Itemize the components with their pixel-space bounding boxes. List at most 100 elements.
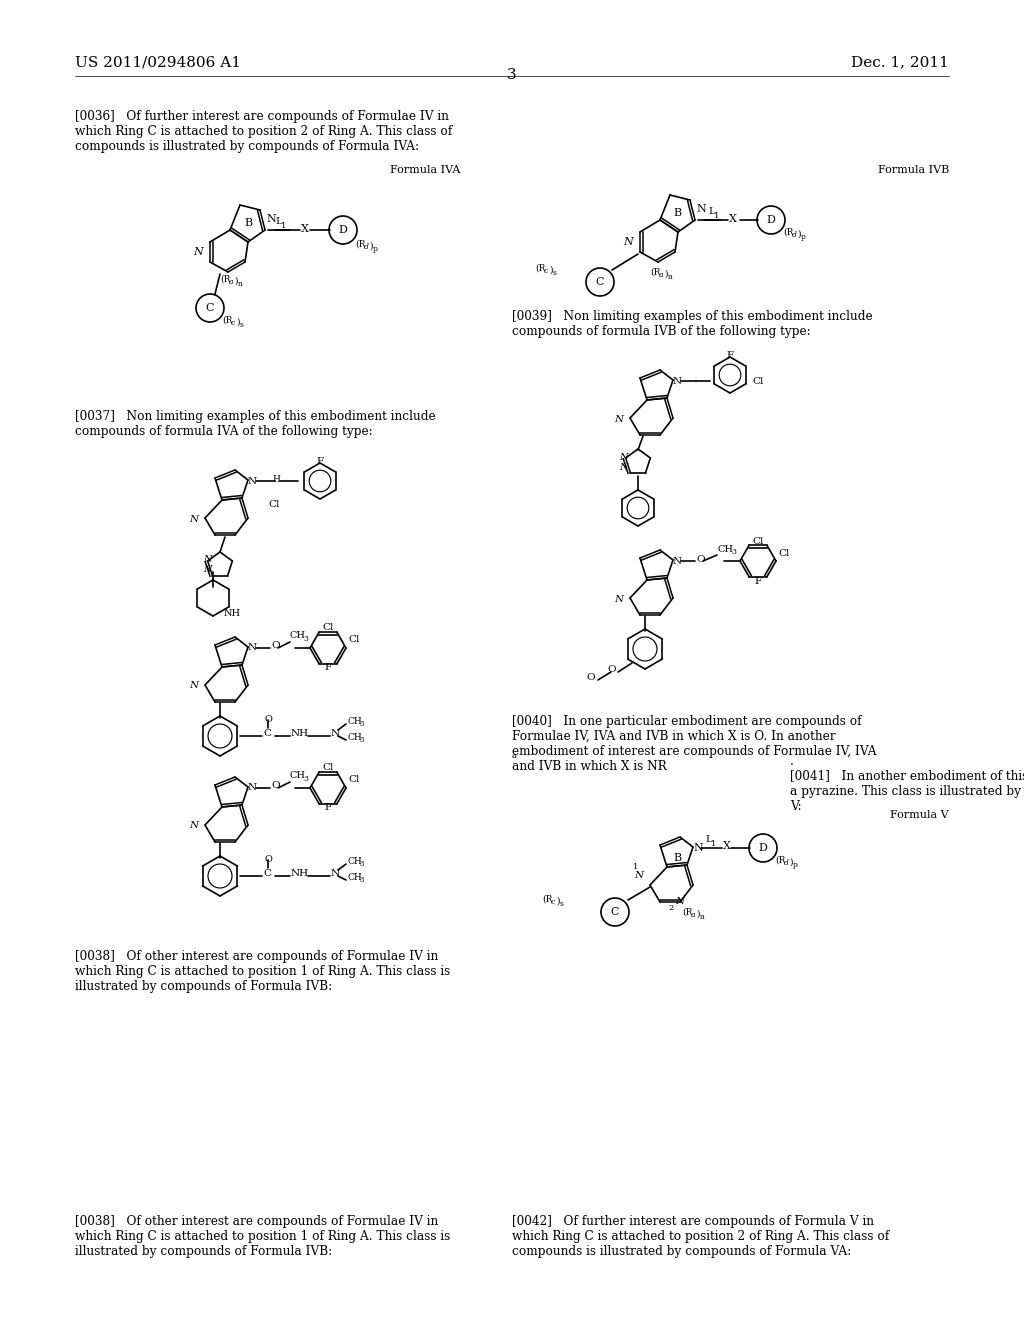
Text: C: C	[206, 304, 214, 313]
Text: Dec. 1, 2011: Dec. 1, 2011	[851, 55, 949, 69]
Text: ): )	[696, 909, 699, 919]
Text: Cl: Cl	[323, 763, 334, 772]
Text: F: F	[726, 351, 733, 360]
Text: c: c	[551, 898, 555, 906]
Text: C: C	[610, 907, 620, 917]
Text: C: C	[263, 869, 271, 878]
Text: Formula IVB: Formula IVB	[878, 165, 949, 176]
Text: (R: (R	[682, 908, 692, 917]
Text: Cl: Cl	[348, 635, 359, 644]
Text: N: N	[613, 414, 623, 424]
Text: ): )	[236, 318, 240, 327]
Text: B: B	[673, 209, 681, 218]
Text: NH: NH	[224, 609, 241, 618]
Text: N: N	[676, 896, 685, 906]
Text: c: c	[231, 319, 236, 327]
Text: 3: 3	[360, 861, 365, 869]
Text: N: N	[194, 247, 203, 257]
Text: NH: NH	[291, 729, 309, 738]
Text: .
[0041]   In another embodiment of this invention, Ring A is
a pyrazine. This c: . [0041] In another embodiment of this i…	[790, 755, 1024, 813]
Text: D: D	[339, 224, 347, 235]
Text: CH: CH	[347, 857, 361, 866]
Text: N: N	[188, 515, 198, 524]
Text: 3: 3	[360, 719, 365, 729]
Text: a: a	[229, 279, 233, 286]
Text: 1: 1	[633, 863, 638, 871]
Text: L: L	[275, 218, 282, 227]
Text: C: C	[596, 277, 604, 286]
Text: d: d	[364, 243, 369, 251]
Text: d: d	[784, 859, 788, 867]
Text: [0039]   Non limiting examples of this embodiment include
compounds of formula I: [0039] Non limiting examples of this emb…	[512, 310, 872, 338]
Text: ): )	[369, 242, 373, 251]
Text: F: F	[325, 804, 332, 813]
Text: F: F	[755, 577, 762, 586]
Text: Formula IVA: Formula IVA	[389, 165, 460, 176]
Text: 3: 3	[507, 69, 517, 82]
Text: ): )	[664, 271, 668, 279]
Text: O: O	[271, 781, 280, 791]
Text: 3: 3	[303, 775, 308, 783]
Text: L: L	[705, 836, 712, 845]
Text: CH: CH	[347, 873, 361, 882]
Text: (R: (R	[535, 264, 546, 273]
Text: ): )	[790, 858, 793, 867]
Text: O: O	[264, 854, 272, 863]
Text: O: O	[271, 642, 280, 651]
Text: D: D	[759, 843, 767, 853]
Text: n: n	[238, 280, 243, 288]
Text: O: O	[696, 554, 705, 564]
Text: X: X	[301, 224, 309, 234]
Text: B: B	[244, 218, 252, 228]
Text: a: a	[512, 752, 517, 760]
Text: 1: 1	[711, 840, 717, 847]
Text: p: p	[373, 246, 378, 253]
Text: O: O	[607, 665, 616, 675]
Text: s: s	[553, 269, 557, 277]
Text: [0042]   Of further interest are compounds of Formula V in
which Ring C is attac: [0042] Of further interest are compounds…	[512, 1214, 889, 1258]
Text: [0037]   Non limiting examples of this embodiment include
compounds of formula I: [0037] Non limiting examples of this emb…	[75, 411, 435, 438]
Text: F: F	[325, 664, 332, 672]
Text: Cl: Cl	[753, 536, 764, 545]
Text: (R: (R	[783, 228, 794, 238]
Text: 3: 3	[731, 548, 736, 556]
Text: D: D	[767, 215, 775, 224]
Text: N: N	[613, 594, 623, 603]
Text: (R: (R	[650, 268, 660, 277]
Text: ): )	[234, 277, 238, 286]
Text: (R: (R	[220, 275, 230, 284]
Text: 3: 3	[360, 876, 365, 884]
Text: CH: CH	[347, 733, 361, 742]
Text: N: N	[693, 843, 702, 853]
Text: s: s	[240, 321, 244, 329]
Text: (R: (R	[355, 240, 366, 249]
Text: CH: CH	[289, 631, 305, 640]
Text: N: N	[248, 784, 257, 792]
Text: s: s	[560, 900, 564, 908]
Text: ): )	[797, 230, 801, 239]
Text: Cl: Cl	[752, 376, 763, 385]
Text: n: n	[668, 273, 673, 281]
Text: 3: 3	[360, 737, 365, 744]
Text: Formula V: Formula V	[891, 810, 949, 820]
Text: d: d	[792, 231, 797, 239]
Text: H: H	[272, 474, 280, 483]
Text: N: N	[634, 870, 643, 879]
Text: CH: CH	[289, 771, 305, 780]
Text: N: N	[673, 557, 682, 565]
Text: (R: (R	[775, 855, 785, 865]
Text: N: N	[620, 463, 628, 473]
Text: L: L	[708, 207, 715, 216]
Text: p: p	[801, 234, 806, 242]
Text: a: a	[659, 271, 664, 279]
Text: N: N	[620, 454, 628, 462]
Text: ): )	[556, 898, 559, 906]
Text: N: N	[204, 556, 212, 565]
Text: N: N	[188, 681, 198, 690]
Text: X: X	[723, 841, 731, 851]
Text: N: N	[248, 477, 257, 486]
Text: 2: 2	[668, 904, 673, 912]
Text: c: c	[544, 267, 548, 275]
Text: C: C	[263, 729, 271, 738]
Text: p: p	[793, 861, 798, 869]
